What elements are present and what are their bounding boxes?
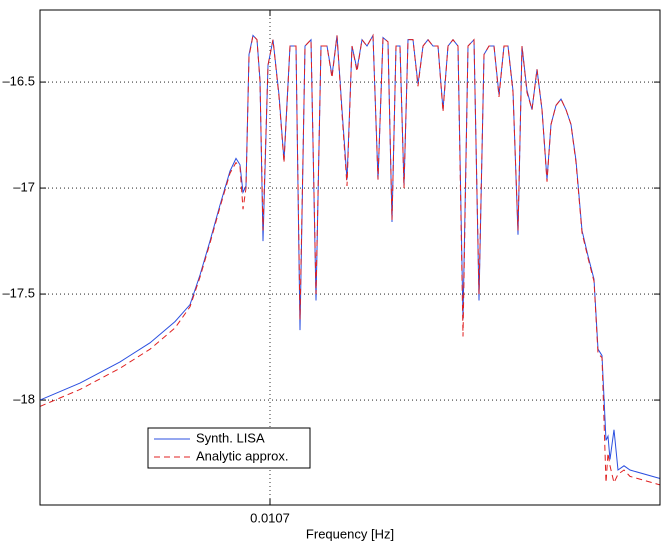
x-tick-label: 0.0107 <box>250 510 290 525</box>
legend-label: Synth. LISA <box>196 430 265 445</box>
y-tick-label: –18 <box>13 392 35 407</box>
plot-area <box>40 10 660 505</box>
y-tick-label: –17 <box>13 180 35 195</box>
legend-label: Analytic approx. <box>196 448 289 463</box>
x-axis-label: Frequency [Hz] <box>306 526 394 541</box>
axes-box <box>39 9 661 506</box>
y-tick-label: –17.5 <box>2 286 35 301</box>
data-line <box>39 33 661 486</box>
y-tick-label: –16.5 <box>2 74 35 89</box>
legend-box <box>147 427 311 469</box>
